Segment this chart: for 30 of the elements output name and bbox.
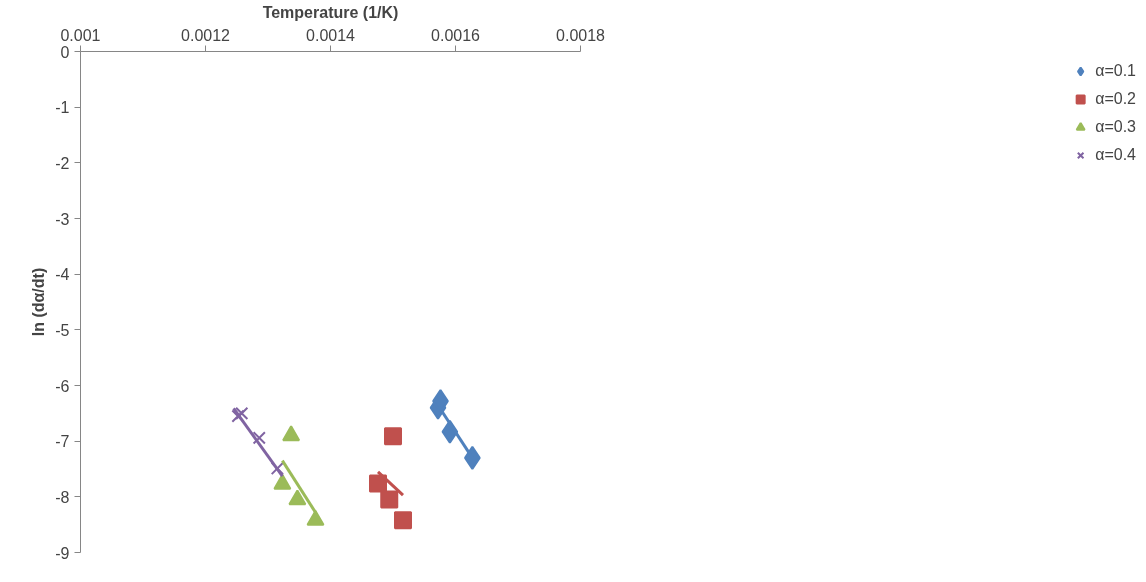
x-tick-label: 0.0012 — [181, 26, 231, 44]
y-tick-label: -5 — [55, 321, 70, 339]
y-tick-label: -4 — [55, 266, 70, 284]
x-axis-title: Temperature (1/K) — [262, 3, 399, 21]
y-tick-label: -1 — [55, 99, 70, 117]
x-tick-label: 0.0016 — [431, 26, 481, 44]
y-tick-label: -3 — [55, 210, 70, 228]
point — [235, 406, 249, 420]
y-tick-label: 0 — [60, 43, 70, 61]
y-tick-label: -2 — [55, 154, 70, 172]
y-tick-label: -9 — [55, 544, 70, 562]
point — [231, 409, 245, 423]
y-tick-label: -8 — [55, 488, 70, 506]
legend-label: α=0.4 — [1095, 146, 1136, 164]
point — [384, 427, 402, 446]
x-tick-label: 0.0014 — [306, 26, 356, 44]
point — [252, 431, 266, 445]
point — [282, 425, 301, 442]
x-tick-label: 0.001 — [60, 26, 101, 44]
y-axis-title: ln (dα/dt) — [30, 267, 48, 337]
y-tick-label: -7 — [55, 433, 70, 451]
point — [394, 511, 412, 530]
point — [288, 489, 307, 506]
point — [369, 474, 387, 493]
y-tick-label: -6 — [55, 377, 70, 395]
legend-label: α=0.1 — [1095, 62, 1136, 80]
legend-label: α=0.2 — [1095, 90, 1136, 108]
legend-label: α=0.3 — [1095, 118, 1136, 136]
x-tick-label: 0.0018 — [556, 26, 606, 44]
point — [380, 490, 399, 509]
